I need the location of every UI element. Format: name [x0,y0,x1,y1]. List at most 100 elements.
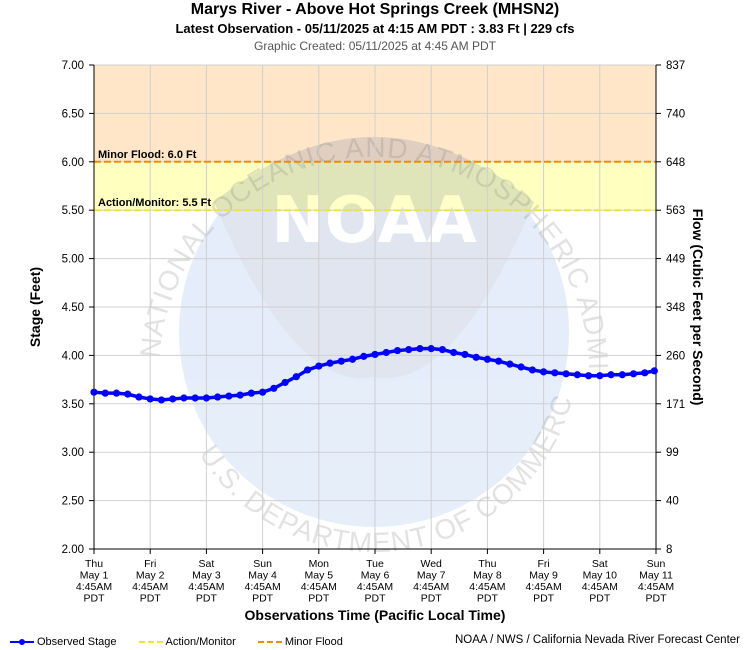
x-tick-label: Wed May 7 4:45AM PDT [413,558,449,605]
y-tick-label: 4.50 [62,302,84,314]
threshold-label: Minor Flood: 6.0 Ft [98,149,197,161]
legend-minor-label: Minor Flood [284,636,343,648]
data-point [528,366,536,374]
y-axis-label: Stage (Feet) [27,267,43,347]
threshold-label: Action/Monitor: 5.5 Ft [98,197,211,209]
legend-minor-swatch [257,637,282,647]
data-point [124,390,132,398]
data-point [472,353,480,361]
legend-observed: Observed Stage [10,636,117,648]
data-point [259,388,267,396]
y-tick-label: 5.50 [62,205,84,217]
chart-subtitle: Latest Observation - 05/11/2025 at 4:15 … [175,21,575,36]
data-point [629,370,638,378]
y-tick-label: 3.50 [62,399,84,411]
legend-minor: Minor Flood [257,636,343,648]
data-point [146,395,154,403]
data-point [483,355,491,363]
data-point [101,389,109,397]
credit-text: NOAA / NWS / California Nevada River For… [454,634,740,646]
y-tick-label: 7.00 [62,60,84,72]
data-point [180,394,188,402]
data-point [348,355,357,363]
data-point [551,369,559,377]
y2-tick-label: 171 [666,399,685,411]
data-point [270,384,278,392]
data-point [562,370,570,378]
data-point [461,350,469,359]
data-point [450,348,458,357]
data-point [416,345,424,353]
x-tick-label: Sat May 3 4:45AM PDT [188,558,224,605]
y-tick-label: 3.00 [62,447,84,459]
y2-tick-label: 8 [666,544,672,556]
watermark-disc [179,137,569,527]
data-point [326,359,334,367]
data-point [337,357,345,365]
y-tick-label: 6.00 [62,157,84,169]
data-point [584,372,593,380]
legend-observed-label: Observed Stage [37,636,117,648]
y-tick-label: 2.50 [62,496,84,508]
chart-legend: Observed Stage Action/Monitor Minor Floo… [10,636,365,648]
y2-tick-label: 99 [666,447,679,459]
data-point [214,393,222,401]
data-point [506,360,514,368]
y2-tick-label: 449 [666,254,685,266]
y2-tick-label: 563 [666,205,685,217]
data-point [247,389,255,397]
x-tick-label: Fri May 9 4:45AM PDT [526,558,562,605]
data-point [641,369,649,377]
data-point [573,371,581,379]
data-point [607,371,615,379]
legend-action-swatch [138,637,163,647]
data-point [303,366,312,374]
legend-action: Action/Monitor [138,636,236,648]
y-tick-label: 2.00 [62,544,84,556]
watermark-gull [214,137,534,379]
legend-action-label: Action/Monitor [165,636,236,648]
data-point [427,345,435,353]
data-point [371,350,379,359]
data-point [360,352,368,360]
y2-tick-label: 260 [666,350,685,362]
y2-axis-label: Flow (Cubic Feet per Second) [690,209,706,406]
x-tick-label: Fri May 2 4:45AM PDT [132,558,168,605]
y2-tick-label: 348 [666,302,685,314]
data-point [540,368,548,376]
x-tick-label: Thu May 1 4:45AM PDT [76,558,112,605]
data-point [405,345,413,354]
data-point [315,362,323,370]
x-tick-label: Tue May 6 4:45AM PDT [357,558,393,605]
data-point [438,345,447,354]
x-tick-label: Thu May 8 4:45AM PDT [469,558,505,605]
graphic-created: Graphic Created: 05/11/2025 at 4:45 AM P… [254,39,496,53]
chart-title: Marys River - Above Hot Springs Creek (M… [190,1,560,18]
data-point [169,395,177,403]
y2-tick-label: 740 [666,108,685,120]
data-point [650,367,658,375]
x-tick-label: Sun May 11 4:45AM PDT [638,558,674,605]
data-point [191,394,199,402]
x-tick-label: Sat May 10 4:45AM PDT [582,558,618,605]
data-point [393,346,402,355]
x-tick-label: Mon May 5 4:45AM PDT [301,558,337,605]
data-point [236,391,244,399]
x-tick-label: Sun May 4 4:45AM PDT [245,558,281,605]
data-point [596,372,604,380]
data-point [517,363,525,371]
watermark-logo-text: NOAA [271,184,477,258]
data-point [157,396,166,404]
y-tick-label: 4.00 [62,350,84,362]
y2-tick-label: 648 [666,157,685,169]
data-point [225,392,233,400]
x-axis-label: Observations Time (Pacific Local Time) [245,607,506,623]
legend-observed-swatch [10,637,34,647]
y2-tick-label: 837 [666,60,685,72]
data-point [202,394,210,402]
data-point [112,389,121,397]
data-point [90,388,98,396]
noaa-watermark: NOAA [179,137,569,527]
y2-tick-label: 40 [666,496,679,508]
data-point [495,357,503,365]
